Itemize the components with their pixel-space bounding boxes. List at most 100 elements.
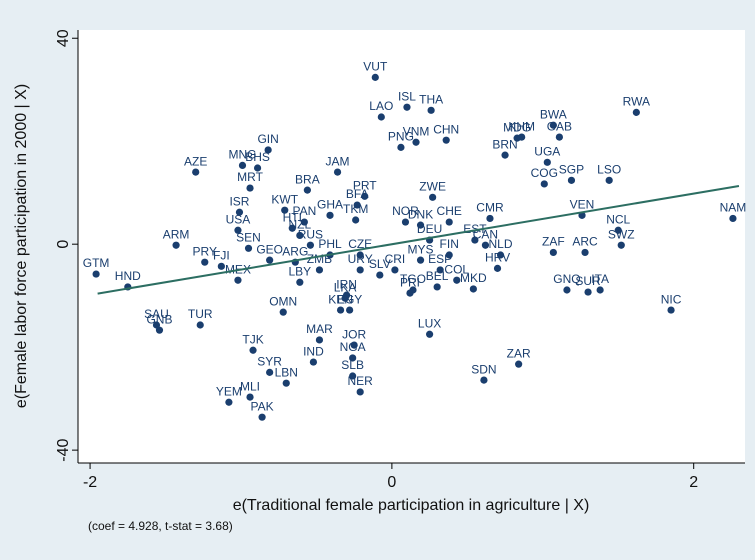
point-label: MYS bbox=[408, 242, 434, 256]
point bbox=[436, 266, 444, 274]
point bbox=[341, 294, 349, 302]
point-label: JAM bbox=[326, 154, 350, 168]
point-label: NLD bbox=[489, 237, 513, 251]
point-label: PRY bbox=[193, 244, 217, 258]
point bbox=[346, 306, 354, 314]
point bbox=[481, 241, 490, 249]
point bbox=[225, 398, 233, 406]
point bbox=[155, 326, 164, 334]
point-label: NER bbox=[348, 374, 374, 388]
point bbox=[258, 413, 266, 421]
point-label: BRA bbox=[295, 172, 320, 186]
point-label: CMR bbox=[476, 201, 504, 215]
fit-line bbox=[97, 185, 740, 295]
point-label: SGP bbox=[559, 163, 584, 177]
point bbox=[445, 251, 453, 259]
point-label: NIC bbox=[661, 292, 682, 306]
point-label: LBY bbox=[288, 264, 311, 278]
point-label: LSO bbox=[597, 163, 621, 177]
point bbox=[356, 266, 364, 274]
point-label: TKM bbox=[343, 202, 368, 216]
point-label: AZE bbox=[184, 154, 207, 168]
point-label: TUR bbox=[188, 307, 213, 321]
point bbox=[264, 146, 272, 154]
point bbox=[315, 336, 324, 344]
point-label: SLV bbox=[369, 257, 391, 271]
point-label: ISR bbox=[229, 194, 249, 208]
point-label: HTI bbox=[283, 210, 302, 224]
point-label: DNK bbox=[408, 207, 433, 221]
point bbox=[266, 368, 274, 376]
point-label: BRN bbox=[492, 137, 517, 151]
point-label: SYR bbox=[257, 355, 282, 369]
point bbox=[496, 251, 505, 259]
point-label: BHS bbox=[245, 150, 270, 164]
point bbox=[253, 164, 262, 172]
point-label: VUT bbox=[363, 60, 388, 74]
point bbox=[729, 214, 737, 223]
point bbox=[563, 286, 571, 294]
point-label: VNM bbox=[403, 124, 430, 138]
point-label: GTM bbox=[83, 256, 110, 270]
point bbox=[416, 221, 425, 229]
point-label: IND bbox=[303, 344, 324, 358]
point bbox=[480, 376, 488, 384]
point-label: USA bbox=[226, 212, 251, 226]
point bbox=[442, 136, 450, 144]
point-label: LKA bbox=[334, 280, 357, 294]
point bbox=[540, 180, 548, 188]
point-label: GEO bbox=[256, 242, 283, 256]
point bbox=[300, 218, 308, 226]
point-label: URY bbox=[348, 252, 373, 266]
point-label: ARC bbox=[572, 235, 598, 249]
point bbox=[667, 306, 675, 314]
point bbox=[333, 168, 342, 176]
point bbox=[376, 271, 384, 279]
point bbox=[486, 214, 494, 223]
point bbox=[453, 276, 461, 284]
point bbox=[596, 286, 604, 294]
point bbox=[614, 226, 622, 234]
y-axis-title: e(Female labor force participation in 20… bbox=[13, 84, 30, 408]
point-label: MAR bbox=[306, 322, 333, 336]
point bbox=[427, 106, 435, 114]
point-label: KWT bbox=[271, 192, 298, 206]
point-label: NZL bbox=[288, 218, 311, 232]
point bbox=[429, 193, 437, 201]
point-label: CHN bbox=[433, 122, 459, 136]
point-label: OMN bbox=[269, 294, 297, 308]
point-label: GIN bbox=[257, 132, 278, 146]
point bbox=[433, 283, 441, 291]
point-label: HRV bbox=[485, 251, 510, 265]
point bbox=[361, 192, 369, 200]
point-label: ITA bbox=[591, 272, 609, 286]
point-label: TJK bbox=[242, 332, 263, 346]
point-label: PRI bbox=[400, 275, 420, 289]
point-label: ZWE bbox=[419, 180, 446, 194]
x-axis-title: e(Traditional female participation in ag… bbox=[233, 497, 590, 514]
point-label: MNG bbox=[228, 148, 256, 162]
point-label: SWZ bbox=[608, 227, 635, 241]
point bbox=[584, 288, 592, 296]
point bbox=[391, 266, 399, 274]
point-label: ZAR bbox=[507, 346, 531, 360]
point bbox=[356, 251, 364, 259]
point bbox=[403, 103, 411, 111]
point-label: MLI bbox=[240, 379, 260, 393]
point-label: PNG bbox=[388, 130, 414, 144]
point bbox=[549, 121, 557, 129]
point-label: MDG bbox=[503, 120, 531, 134]
point bbox=[352, 216, 360, 224]
point bbox=[306, 241, 314, 249]
point bbox=[336, 306, 345, 314]
x-tick-label: -2 bbox=[83, 474, 97, 491]
point bbox=[555, 133, 563, 141]
point bbox=[350, 341, 358, 349]
x-tick-label: 2 bbox=[689, 474, 698, 491]
point-label: NAM bbox=[720, 201, 747, 215]
point bbox=[581, 248, 589, 257]
point-label: SLB bbox=[341, 358, 364, 372]
point bbox=[238, 161, 247, 170]
y-tick-label: 40 bbox=[55, 29, 72, 47]
